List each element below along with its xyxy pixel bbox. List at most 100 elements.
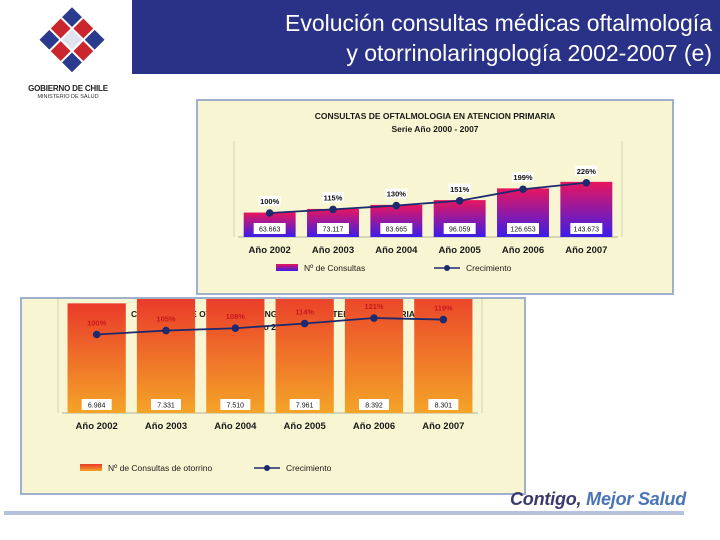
bar-3 [206, 299, 265, 413]
chart-title: CONSULTAS DE OFTALMOLOGIA EN ATENCION PR… [315, 111, 556, 121]
bar-value-label-4: 96.059 [449, 227, 471, 234]
category-label-1: Año 2002 [76, 421, 118, 432]
category-label-4: Año 2005 [284, 421, 327, 432]
growth-point-5 [519, 185, 527, 194]
category-label-4: Año 2005 [439, 245, 482, 256]
bar-value-label-6: 143.673 [574, 227, 599, 234]
legend-line-marker [444, 265, 450, 271]
growth-point-4 [300, 319, 309, 328]
legend-bar-label: Nº de Consultas de otorrino [108, 463, 212, 473]
growth-line [96, 317, 444, 336]
category-label-6: Año 2007 [565, 245, 607, 256]
legend-line-label: Crecimiento [466, 263, 512, 273]
growth-label-box-6 [575, 165, 598, 176]
growth-point-6 [582, 178, 591, 187]
chart-subtitle: Serie Año 2000 - 2007 [229, 322, 316, 332]
slogan: Contigo, Mejor Salud [510, 489, 686, 510]
category-label-2: Año 2003 [145, 421, 187, 432]
legend-bar-label: Nº de Consultas [304, 263, 365, 273]
bar-value-label-5: 8.392 [365, 403, 383, 410]
category-label-2: Año 2003 [312, 245, 354, 256]
category-label-3: Año 2004 [375, 245, 418, 256]
growth-label-1: 100% [260, 197, 280, 206]
growth-line [269, 181, 587, 214]
growth-point-2 [329, 205, 337, 214]
page-title: Evolución consultas médicas oftalmología… [285, 8, 712, 68]
growth-label-box-2 [322, 192, 344, 203]
legend-bar-swatch [276, 264, 298, 271]
growth-label-3: 130% [387, 190, 407, 199]
bar-value-label-3: 83.665 [386, 227, 408, 234]
bar-value-label-2: 7.331 [157, 403, 175, 410]
growth-label-6: 226% [577, 167, 597, 176]
title-bar: Evolución consultas médicas oftalmología… [132, 0, 720, 74]
growth-label-4: 151% [450, 185, 470, 194]
growth-point-3 [231, 324, 240, 333]
ophthalmology-chart: CONSULTAS DE OFTALMOLOGIA EN ATENCION PR… [196, 99, 674, 295]
growth-point-6 [439, 315, 448, 324]
bar-value-label-4: 7.961 [296, 403, 314, 410]
logo-line-2: MINISTERIO DE SALUD [37, 94, 99, 100]
growth-point-1 [92, 330, 101, 339]
logo-line-1: GOBIERNO DE CHILE [28, 84, 108, 93]
growth-point-5 [370, 314, 378, 322]
legend-line-marker [264, 465, 270, 471]
growth-label-box-1 [258, 196, 281, 206]
slogan-part-2: Mejor Salud [586, 489, 686, 509]
bar-value-box-2 [317, 223, 349, 234]
bar-value-box-6 [428, 399, 459, 410]
ophthalmology-chart-svg: CONSULTAS DE OFTALMOLOGIA EN ATENCION PR… [233, 111, 623, 273]
bar-value-label-3: 7.510 [227, 403, 245, 410]
growth-label-5: 121% [364, 302, 384, 311]
bar-value-box-4 [289, 399, 320, 410]
legend-bar-swatch [80, 464, 102, 471]
growth-label-3: 108% [226, 312, 246, 321]
chart-subtitle: Serie Año 2000 - 2007 [391, 124, 478, 134]
bar-value-box-6 [570, 223, 603, 234]
growth-label-2: 115% [324, 193, 343, 202]
bar-value-label-6: 8.301 [435, 403, 453, 410]
gobierno-de-chile-emblem-icon [39, 7, 105, 73]
bar-4 [275, 299, 334, 413]
growth-point-1 [265, 209, 274, 217]
government-logo [8, 4, 126, 110]
bar-value-box-4 [443, 223, 476, 234]
bar-2 [136, 299, 196, 413]
bar-value-box-3 [220, 399, 251, 410]
bar-value-label-1: 63.663 [259, 227, 281, 234]
otorhinolaryngology-chart: CONSULTAS DE OTORRINOLARINGOLOGIA EN ATE… [20, 297, 526, 495]
category-label-6: Año 2007 [422, 421, 464, 432]
legend-line-label: Crecimiento [286, 463, 332, 473]
growth-point-3 [392, 201, 401, 210]
bar-value-label-2: 73.117 [323, 227, 344, 234]
page-title-line-1: Evolución consultas médicas oftalmología [284, 10, 712, 36]
growth-label-5: 199% [513, 173, 533, 182]
growth-label-1: 100% [87, 319, 107, 328]
category-label-5: Año 2006 [502, 245, 544, 256]
bar-value-box-1 [81, 399, 112, 410]
bar-value-box-2 [151, 399, 181, 410]
growth-point-2 [162, 326, 170, 335]
bar-1 [67, 303, 126, 413]
growth-label-6: 119% [434, 304, 453, 313]
growth-label-2: 105% [156, 315, 176, 324]
bar-value-label-5: 126.653 [510, 227, 535, 234]
growth-label-box-4 [448, 183, 471, 194]
growth-label-box-5 [512, 172, 534, 183]
otorhinolaryngology-chart-svg: CONSULTAS DE OTORRINOLARINGOLOGIA EN ATE… [57, 299, 483, 473]
logo-caption: GOBIERNO DE CHILE MINISTERIO DE SALUD [6, 84, 130, 100]
growth-label-4: 114% [295, 308, 314, 317]
slogan-part-1: Contigo, [509, 489, 582, 509]
page-title-line-2: y otorrinolaringología 2002-2007 (e) [346, 40, 712, 66]
footer-divider [4, 511, 684, 515]
category-label-3: Año 2004 [214, 421, 257, 432]
category-label-5: Año 2006 [353, 421, 395, 432]
growth-label-box-3 [385, 188, 408, 199]
bar-value-box-3 [380, 223, 413, 234]
bar-value-label-1: 6.984 [88, 403, 106, 410]
chart-title: CONSULTAS DE OTORRINOLARINGOLOGIA EN ATE… [131, 309, 415, 319]
bar-value-box-5 [359, 399, 389, 410]
category-label-1: Año 2002 [249, 245, 291, 256]
bar-value-box-5 [507, 223, 539, 234]
bar-value-box-1 [253, 223, 286, 234]
